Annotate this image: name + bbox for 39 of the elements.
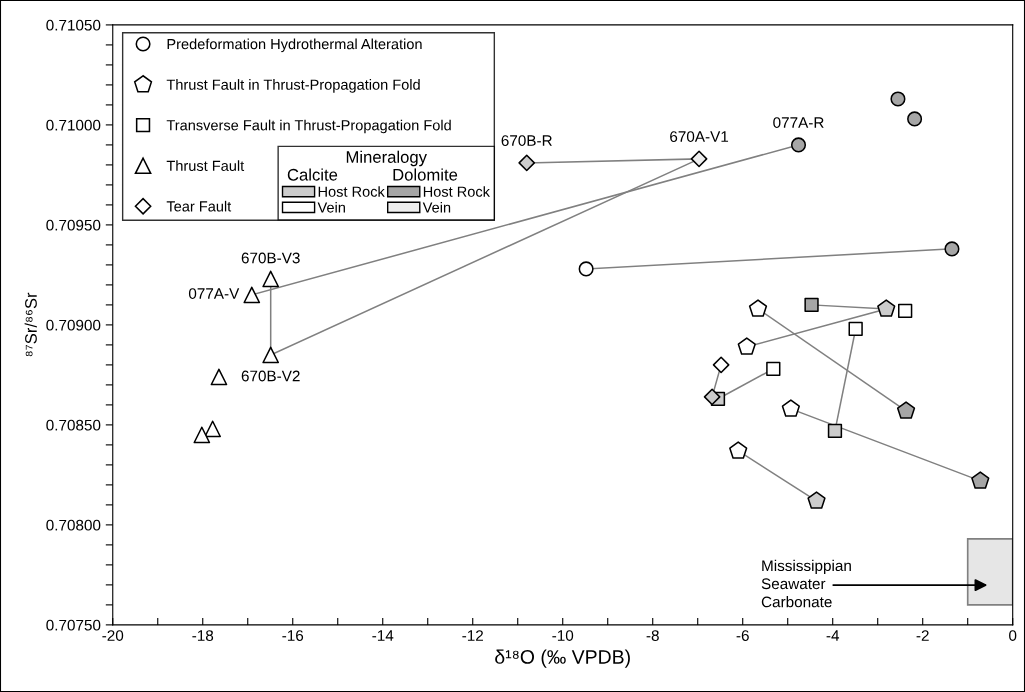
y-tick-label: 0.70950 <box>46 219 101 231</box>
x-tick-label: -14 <box>372 630 394 641</box>
x-tick-label: -12 <box>462 630 483 641</box>
legend-label: Transverse Fault in Thrust-Propagation Fold <box>166 119 451 134</box>
legend-label: Thrust Fault in Thrust-Propagation Fold <box>166 79 420 93</box>
x-tick-label: -6 <box>736 630 749 641</box>
x-tick-label: -20 <box>102 630 124 641</box>
legend-label: Host Rock <box>423 186 490 197</box>
legend-label: Thrust Fault <box>166 160 245 171</box>
annotation: Mississippian Seawater Carbonate <box>761 559 851 608</box>
annotation: 077A-V <box>188 288 240 299</box>
legend-label: Host Rock <box>318 186 385 197</box>
y-tick-label: 0.70800 <box>46 519 101 531</box>
annotation: 670A-V1 <box>670 131 729 142</box>
y-axis-title: ⁸⁷Sr/⁸⁶Sr <box>24 292 37 357</box>
y-tick-label: 0.71000 <box>46 119 101 131</box>
legend-label: Predeformation Hydrothermal Alteration <box>167 38 422 53</box>
annotation: 670B-R <box>501 135 552 146</box>
legend-title: Mineralogy <box>346 150 427 167</box>
annotation: 670B-V3 <box>241 252 300 264</box>
x-tick-label: -10 <box>552 630 574 641</box>
annotation: Dolomite <box>393 168 458 181</box>
y-tick-label: 0.70750 <box>46 619 101 631</box>
annotation: 670B-V2 <box>241 370 300 382</box>
legend-label: Vein <box>317 201 345 213</box>
legend-label: Vein <box>422 201 451 213</box>
y-tick-label: 0.70900 <box>46 319 101 331</box>
x-tick-label: -16 <box>282 630 304 641</box>
y-tick-label: 0.71050 <box>46 19 101 31</box>
x-tick-label: -4 <box>826 630 840 641</box>
x-tick-label: -8 <box>646 630 659 641</box>
x-tick-label: -18 <box>192 630 214 641</box>
x-tick-label: 0 <box>1009 630 1017 641</box>
annotation: 077A-R <box>773 117 824 128</box>
x-tick-label: -2 <box>916 630 929 641</box>
legend-label: Tear Fault <box>166 200 232 212</box>
y-tick-label: 0.70850 <box>46 419 101 431</box>
annotation: Calcite <box>287 168 338 181</box>
x-axis-title: δ¹⁸O (‰ VPDB) <box>495 649 630 668</box>
